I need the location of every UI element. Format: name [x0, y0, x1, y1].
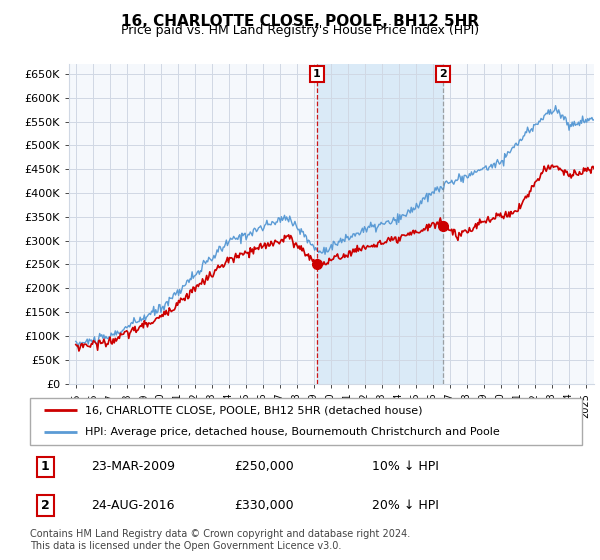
- Bar: [317, 64, 443, 384]
- Text: 2: 2: [41, 499, 50, 512]
- Text: 23-MAR-2009: 23-MAR-2009: [91, 460, 175, 473]
- Text: 1: 1: [313, 69, 321, 79]
- Text: £250,000: £250,000: [234, 460, 294, 473]
- Text: 16, CHARLOTTE CLOSE, POOLE, BH12 5HR (detached house): 16, CHARLOTTE CLOSE, POOLE, BH12 5HR (de…: [85, 405, 422, 416]
- Text: HPI: Average price, detached house, Bournemouth Christchurch and Poole: HPI: Average price, detached house, Bour…: [85, 427, 500, 437]
- Text: £330,000: £330,000: [234, 499, 294, 512]
- Text: 24-AUG-2016: 24-AUG-2016: [91, 499, 174, 512]
- Text: Price paid vs. HM Land Registry's House Price Index (HPI): Price paid vs. HM Land Registry's House …: [121, 24, 479, 36]
- Text: 1: 1: [41, 460, 50, 473]
- Text: 16, CHARLOTTE CLOSE, POOLE, BH12 5HR: 16, CHARLOTTE CLOSE, POOLE, BH12 5HR: [121, 14, 479, 29]
- Text: Contains HM Land Registry data © Crown copyright and database right 2024.
This d: Contains HM Land Registry data © Crown c…: [30, 529, 410, 551]
- Text: 2: 2: [440, 69, 448, 79]
- Text: 10% ↓ HPI: 10% ↓ HPI: [372, 460, 439, 473]
- FancyBboxPatch shape: [30, 398, 582, 445]
- Text: 20% ↓ HPI: 20% ↓ HPI: [372, 499, 439, 512]
